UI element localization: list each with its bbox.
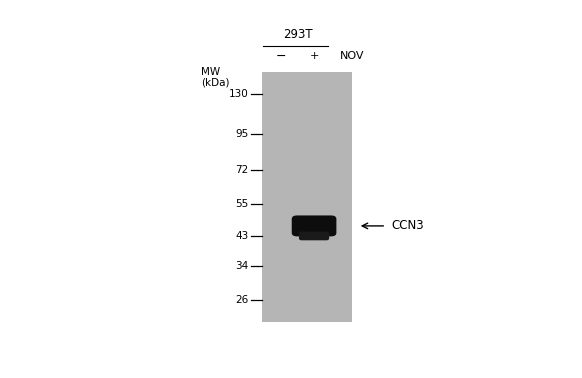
Text: (kDa): (kDa) [201, 77, 230, 87]
Text: 43: 43 [235, 231, 249, 241]
Text: CCN3: CCN3 [392, 219, 424, 232]
Text: 95: 95 [235, 129, 249, 139]
Text: −: − [276, 50, 286, 63]
Text: 26: 26 [235, 296, 249, 305]
Text: 55: 55 [235, 199, 249, 209]
Text: +: + [310, 51, 319, 61]
Text: 130: 130 [229, 89, 249, 99]
Text: MW: MW [201, 67, 221, 77]
Text: 34: 34 [235, 261, 249, 271]
FancyBboxPatch shape [299, 232, 329, 240]
Text: NOV: NOV [340, 51, 365, 61]
Text: 293T: 293T [283, 28, 313, 41]
Text: 72: 72 [235, 165, 249, 175]
FancyBboxPatch shape [292, 215, 336, 236]
Bar [262, 71, 353, 322]
